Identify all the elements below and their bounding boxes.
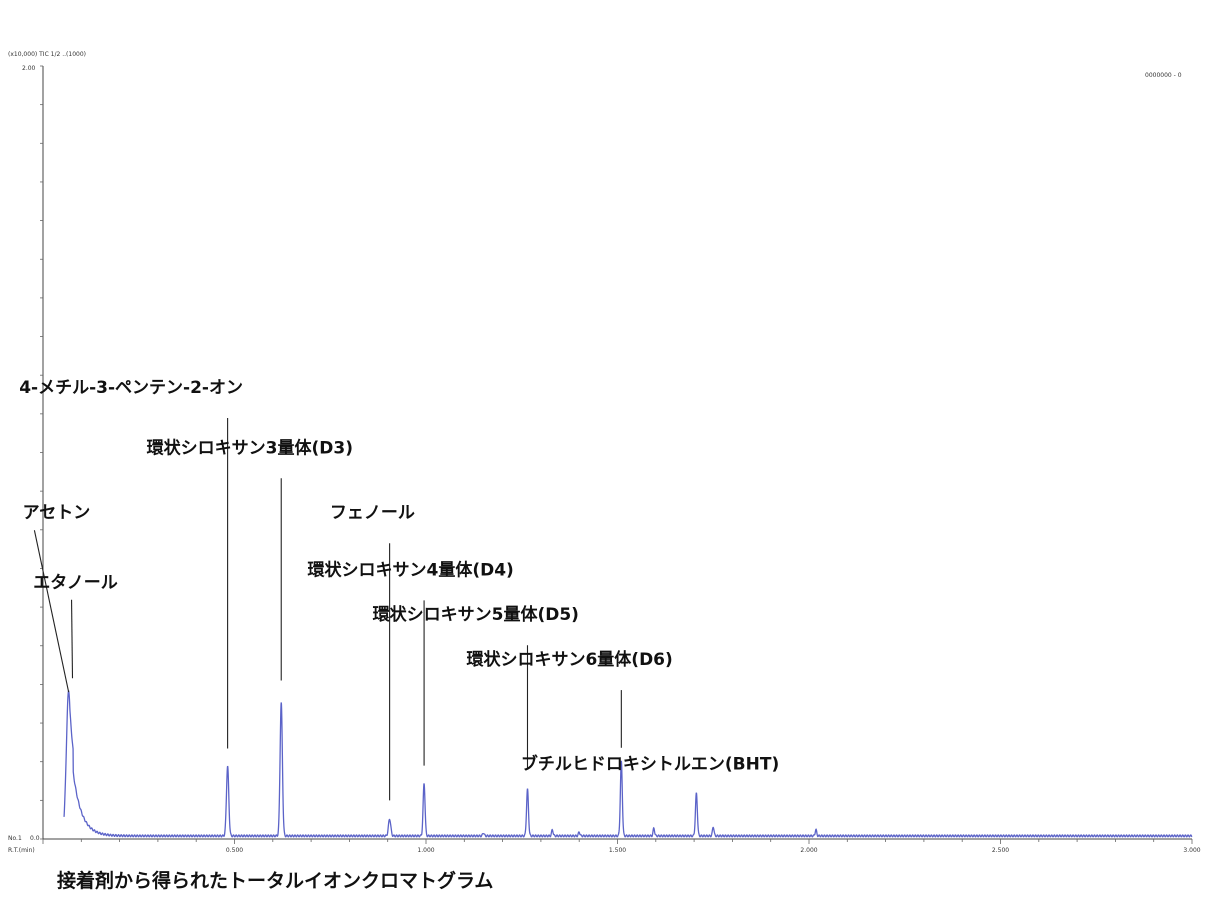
chart-header-text: (x10,000) TIC 1/2 ..(1000) [8, 51, 86, 58]
y-axis-zero-label: 0.0 [30, 835, 40, 842]
y-axis-ticks [40, 65, 43, 840]
peak-label: 環状シロキサン4量体(D4) [308, 559, 514, 580]
axis-corner-label-1: No.1 [8, 835, 22, 842]
peak-label: 環状シロキサン5量体(D5) [373, 604, 579, 625]
peak-leader-line [33, 530, 70, 693]
x-tick-label: 2.500 [992, 847, 1009, 854]
y-axis-top-label: 2.00 [22, 65, 36, 72]
x-tick-label: 0.500 [226, 847, 243, 854]
peak-label: ブチルヒドロキシトルエン(BHT) [521, 753, 779, 774]
x-tick-label: 3.000 [1183, 847, 1200, 854]
peak-label: アセトン [23, 503, 91, 523]
legend-label: 0000000 - 0 [1145, 72, 1182, 79]
axis-corner-label-2: R.T.(min) [8, 847, 35, 854]
x-tick-label: 2.000 [800, 847, 817, 854]
peak-label: 環状シロキサン3量体(D3) [147, 437, 353, 458]
peak-label: フェノール [330, 503, 415, 523]
peak-label: エタノール [33, 573, 118, 593]
peak-label: 環状シロキサン6量体(D6) [466, 649, 672, 670]
chart-caption: 接着剤から得られたトータルイオンクロマトグラム [57, 869, 493, 892]
x-tick-label: 1.500 [609, 847, 626, 854]
x-axis-ticks: 0.500 1.000 1.500 2.000 2.500 3.000 [42, 839, 1201, 854]
peak-label: 4-メチル-3-ペンテン-2-オン [19, 378, 243, 398]
peak-leader-lines [33, 417, 622, 801]
peak-leader-line [71, 599, 74, 679]
x-tick-label: 1.000 [417, 847, 434, 854]
tic-trace-line [63, 690, 1193, 838]
